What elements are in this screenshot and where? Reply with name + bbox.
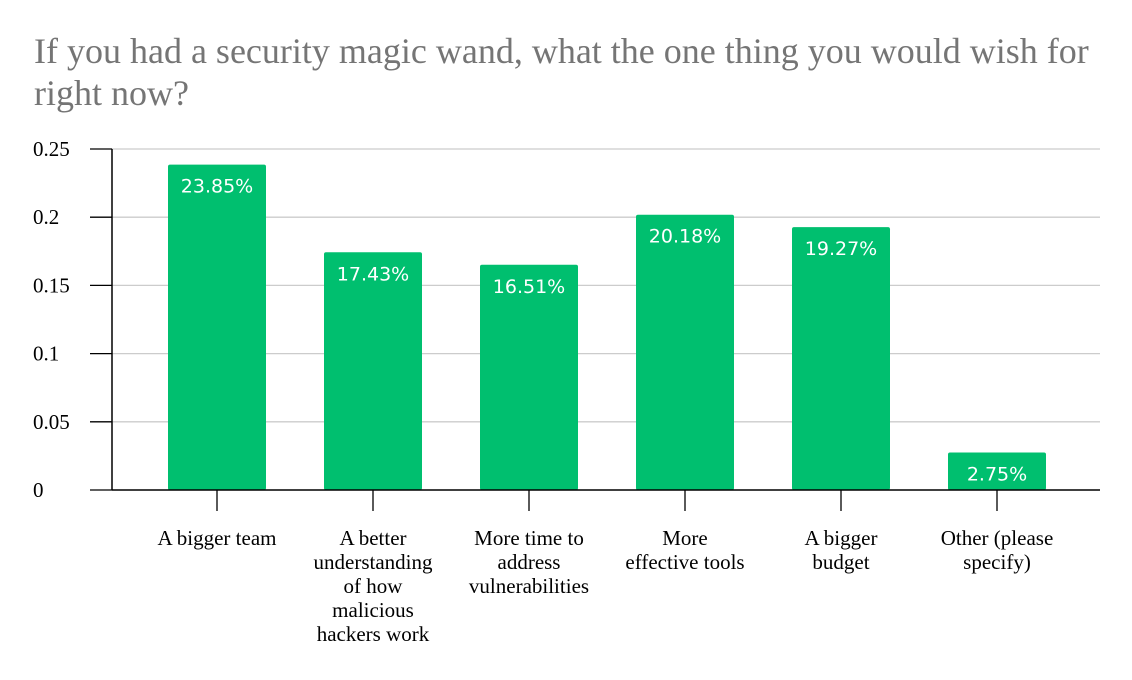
chart-title: If you had a security magic wand, what t… [34,31,1089,113]
y-tick-label: 0.15 [33,273,70,297]
data-label: 19.27% [805,238,877,260]
x-tick-label: A bigger budget [805,526,878,574]
data-label: 2.75% [967,463,1027,485]
data-label: 20.18% [649,226,721,248]
bar [792,227,890,490]
bar [636,214,734,490]
gridlines [112,148,1100,423]
bar [480,264,578,490]
data-label: 17.43% [337,263,409,285]
x-tick-label: A better understanding of how malicious hack… [314,526,433,646]
x-tick-label: Other (please specify) [941,526,1054,574]
x-tick-label: More time to address vulnerabilities [469,526,589,598]
y-tick-label: 0.2 [33,205,59,229]
bars [168,164,1046,490]
data-label: 16.51% [493,276,565,298]
axes [90,148,1100,511]
y-tick-label: 0.1 [33,342,59,366]
y-tick-label: 0.05 [33,410,70,434]
data-label: 23.85% [181,176,253,198]
bar [168,164,266,490]
bar [324,252,422,490]
y-tick-label: 0.25 [33,137,70,161]
labels: 0 0.05 0.1 0.15 0.2 0.25 23.85% A bigger team 17… [33,137,1053,646]
x-tick-label: A bigger team [158,526,277,550]
x-tick-label: More effective tools [625,526,744,574]
y-tick-label: 0 [33,478,44,502]
bar [948,452,1046,490]
